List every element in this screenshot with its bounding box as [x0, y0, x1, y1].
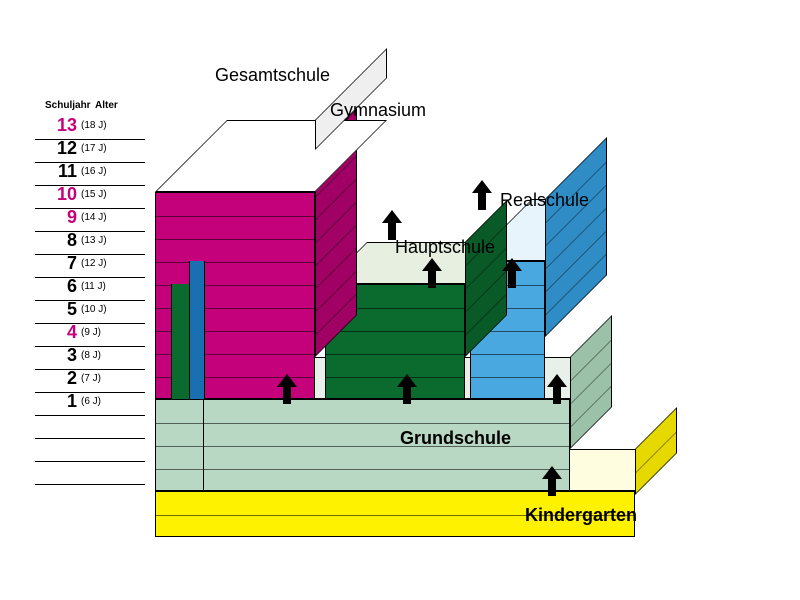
year-number: 9 — [45, 207, 81, 228]
arrow-kg-to-gs — [540, 466, 564, 496]
year-age: (7 J) — [81, 373, 101, 384]
year-number: 8 — [45, 230, 81, 251]
axis-row: 9(14 J) — [45, 206, 145, 229]
label-realschule: Realschule — [500, 190, 589, 211]
axis-row: 1(6 J) — [45, 390, 145, 413]
year-number: 3 — [45, 345, 81, 366]
year-number: 2 — [45, 368, 81, 389]
axis-rule — [35, 208, 145, 209]
axis-row: 13(18 J) — [45, 114, 145, 137]
year-age: (14 J) — [81, 212, 107, 223]
arrow-gs-to-real — [545, 374, 569, 404]
stripe-green — [171, 284, 191, 399]
year-age: (6 J) — [81, 396, 101, 407]
year-number: 5 — [45, 299, 81, 320]
year-number: 13 — [45, 115, 81, 136]
axis-rule — [35, 185, 145, 186]
label-kindergarten: Kindergarten — [525, 505, 637, 526]
axis-rule — [35, 300, 145, 301]
arrow-gs-to-gym — [275, 374, 299, 404]
axis-row: 2(7 J) — [45, 367, 145, 390]
axis-rule — [35, 231, 145, 232]
label-grundschule: Grundschule — [400, 428, 511, 449]
year-age: (8 J) — [81, 350, 101, 361]
year-age: (16 J) — [81, 166, 107, 177]
year-number: 11 — [45, 161, 81, 182]
year-number: 4 — [45, 322, 81, 343]
axis-rule — [35, 323, 145, 324]
year-number: 1 — [45, 391, 81, 412]
year-age: (17 J) — [81, 143, 107, 154]
axis-rule — [35, 415, 145, 416]
year-age: (10 J) — [81, 304, 107, 315]
axis-rule — [35, 346, 145, 347]
axis-row: 8(13 J) — [45, 229, 145, 252]
axis-rule — [35, 484, 145, 485]
header-alter: Alter — [95, 100, 118, 111]
axis-rule — [35, 369, 145, 370]
axis-rule — [35, 139, 145, 140]
year-age: (12 J) — [81, 258, 107, 269]
axis-rule — [35, 461, 145, 462]
axis-row: 10(15 J) — [45, 183, 145, 206]
axis-rule — [35, 277, 145, 278]
axis-row: 5(10 J) — [45, 298, 145, 321]
year-age: (9 J) — [81, 327, 101, 338]
year-age: (15 J) — [81, 189, 107, 200]
axis-rule — [35, 162, 145, 163]
label-gymnasium: Gymnasium — [330, 100, 426, 121]
axis-row: 11(16 J) — [45, 160, 145, 183]
axis-rule — [35, 392, 145, 393]
header-schuljahr: Schuljahr — [45, 100, 89, 111]
axis-rule — [35, 438, 145, 439]
label-hauptschule: Hauptschule — [395, 237, 495, 258]
arrow-gs-to-haupt — [395, 374, 419, 404]
axis-divider — [203, 399, 204, 491]
arrow-haupt-to-gym-2 — [420, 258, 444, 288]
arrow-real-to-gym-1 — [470, 180, 494, 210]
axis-row: 12(17 J) — [45, 137, 145, 160]
arrow-real-to-haupt — [500, 258, 524, 288]
year-number: 6 — [45, 276, 81, 297]
diagram-stage: Schuljahr Alter 13(18 J)12(17 J)11(16 J)… — [0, 0, 800, 600]
axis-row: 3(8 J) — [45, 344, 145, 367]
label-gesamtschule: Gesamtschule — [215, 65, 330, 86]
arrow-haupt-to-gym-1 — [380, 210, 404, 240]
stripe-blue — [189, 261, 205, 399]
year-number: 10 — [45, 184, 81, 205]
year-age: (13 J) — [81, 235, 107, 246]
axis-row: 7(12 J) — [45, 252, 145, 275]
year-age: (18 J) — [81, 120, 107, 131]
axis-rule — [35, 254, 145, 255]
axis-row: 6(11 J) — [45, 275, 145, 298]
year-number: 12 — [45, 138, 81, 159]
year-number: 7 — [45, 253, 81, 274]
year-axis: Schuljahr Alter 13(18 J)12(17 J)11(16 J)… — [45, 100, 145, 413]
axis-row: 4(9 J) — [45, 321, 145, 344]
year-age: (11 J) — [81, 281, 106, 292]
